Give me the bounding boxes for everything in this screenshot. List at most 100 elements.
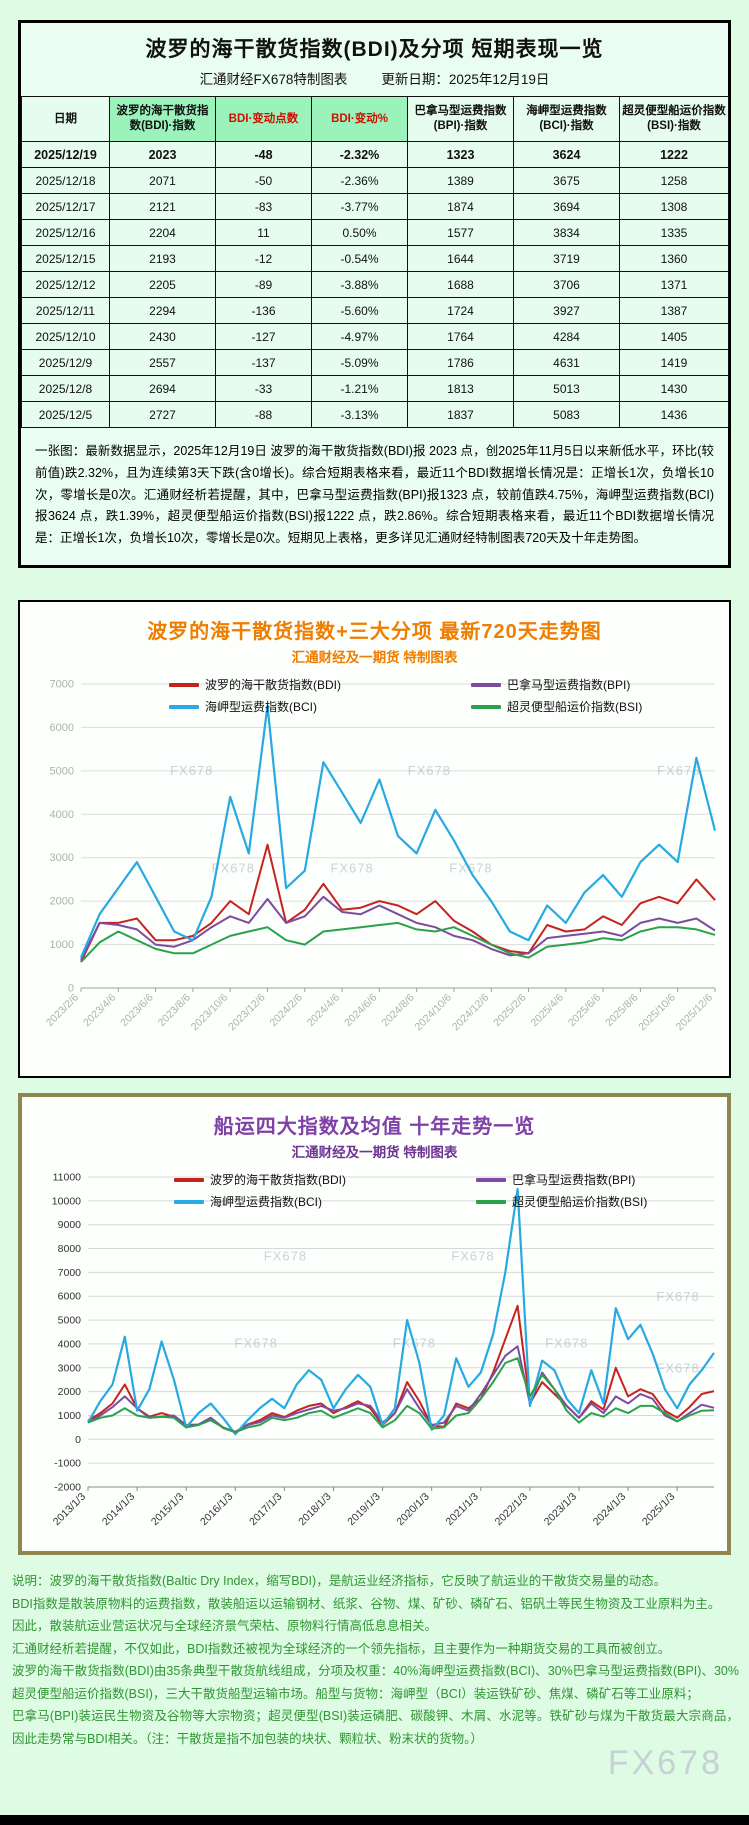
footer-line: 巴拿马(BPI)装运民生物资及谷物等大宗物资；超灵便型(BSI)装运磷肥、碳酸钾… <box>12 1709 739 1746</box>
x-axis-tick-label: 2024/12/6 <box>450 992 492 1034</box>
y-axis-tick-label: 1000 <box>58 1410 82 1422</box>
table-cell: 2071 <box>109 167 216 194</box>
table-cell: -5.60% <box>311 297 408 324</box>
table-cell: 1430 <box>619 375 729 402</box>
bdi-short-term-table: 日期 波罗的海干散货指数(BDI)·指数 BDI·变动点数 BDI·变动% 巴拿马型运费… <box>21 96 729 428</box>
fx678-watermark: FX678 <box>607 1744 723 1782</box>
table-cell: 2193 <box>109 245 216 272</box>
table-cell: 1371 <box>619 271 729 298</box>
table-cell: 3694 <box>513 193 620 220</box>
table-cell: -5.09% <box>311 349 408 376</box>
table-row: 2025/12/17 2121 -83 -3.77% 1874 3694 1308 <box>21 193 729 220</box>
series-line-bsi <box>80 921 716 963</box>
chart-watermark: FX678 <box>330 860 373 875</box>
x-axis-tick-label: 2025/6/6 <box>566 992 603 1029</box>
y-axis-tick-label: 8000 <box>58 1243 82 1255</box>
chart-10year-wrap: -2000 -1000 0 1000 2000 3000 4000 5000 6000 7000 8… <box>26 1165 723 1553</box>
table-cell: 0.50% <box>311 219 408 246</box>
table-cell: 1837 <box>407 401 514 428</box>
y-axis-tick-label: 4000 <box>58 1338 82 1350</box>
legend-line-swatch <box>169 682 199 687</box>
y-axis-tick-label: 2000 <box>58 1386 82 1398</box>
table-header-row: 日期 波罗的海干散货指数(BDI)·指数 BDI·变动点数 BDI·变动% 巴拿马型运费… <box>21 96 729 142</box>
legend-line-swatch <box>169 704 199 709</box>
table-cell: 2025/12/15 <box>21 245 110 272</box>
x-axis-tick-label: 2025/1/3 <box>640 1491 677 1528</box>
table-cell: 2025/12/8 <box>21 375 110 402</box>
chart-10year-title: 船运四大指数及均值 十年走势一览 <box>213 1116 536 1138</box>
chart-watermark: FX678 <box>170 763 213 778</box>
table-cell: 1786 <box>407 349 514 376</box>
table-row: 2025/12/15 2193 -12 -0.54% 1644 3719 1360 <box>21 245 729 272</box>
table-cell: -127 <box>215 323 312 350</box>
legend-item: 海岬型运费指数(BCI) <box>174 1193 466 1210</box>
chart-watermark: FX678 <box>657 763 700 778</box>
legend-label: 超灵便型船运价指数(BSI) <box>507 700 643 714</box>
table-cell: -48 <box>215 141 312 168</box>
column-header: 日期 <box>21 96 110 142</box>
column-header: 海岬型运费指数(BCI)·指数 <box>513 96 620 142</box>
table-cell: -12 <box>215 245 312 272</box>
column-header: 超灵便型船运价指数(BSI)·指数 <box>619 96 729 142</box>
table-cell: 3927 <box>513 297 620 324</box>
column-header: BDI·变动点数 <box>215 96 312 142</box>
y-axis-tick-label: 5000 <box>50 765 74 777</box>
table-cell: 1387 <box>619 297 729 324</box>
legend-item: 超灵便型船运价指数(BSI) <box>471 698 642 715</box>
table-cell: -1.21% <box>311 375 408 402</box>
table-cell: 3834 <box>513 219 620 246</box>
table-cell: -137 <box>215 349 312 376</box>
chart-720day-wrap: 0 1000 2000 3000 4000 5000 6000 7000 2023/2/6 202… <box>21 670 728 1066</box>
x-axis-tick-label: 2019/1/3 <box>345 1491 382 1528</box>
chart-720day-subtitle: 汇通财经及一期货 特制图表 <box>291 650 458 665</box>
legend-line-swatch <box>471 704 501 709</box>
table-row: 2025/12/5 2727 -88 -3.13% 1837 5083 1436 <box>21 401 729 428</box>
legend-item: 波罗的海干散货指数(BDI) <box>174 1171 466 1188</box>
legend-item: 波罗的海干散货指数(BDI) <box>169 676 461 693</box>
x-axis-tick-label: 2017/1/3 <box>247 1491 284 1528</box>
table-cell: 2121 <box>109 193 216 220</box>
table-cell: 2025/12/16 <box>21 219 110 246</box>
legend-line-swatch <box>476 1177 506 1182</box>
table-cell: 3719 <box>513 245 620 272</box>
x-axis-tick-label: 2023/12/6 <box>226 992 268 1034</box>
table-cell: -0.54% <box>311 245 408 272</box>
series-line-bsi <box>87 1357 715 1434</box>
chart-10year-section: 船运四大指数及均值 十年走势一览 汇通财经及一期货 特制图表 -2000 -100… <box>18 1093 731 1555</box>
y-axis-tick-label: 0 <box>75 1434 81 1446</box>
y-axis-tick-label: -2000 <box>54 1482 81 1494</box>
column-header: BDI·变动% <box>311 96 408 142</box>
x-axis-tick-label: 2025/10/6 <box>636 992 678 1034</box>
chart-watermark: FX678 <box>451 1249 494 1264</box>
table-cell: 1419 <box>619 349 729 376</box>
x-axis-tick-label: 2024/1/3 <box>591 1491 628 1528</box>
table-row: 2025/12/12 2205 -89 -3.88% 1688 3706 1371 <box>21 271 729 298</box>
table-cell: 4284 <box>513 323 620 350</box>
table-cell: 2025/12/12 <box>21 271 110 298</box>
table-cell: 1335 <box>619 219 729 246</box>
explanation-footer: 说明：波罗的海干散货指数(Baltic Dry Index，缩写BDI)，是航运… <box>12 1570 739 1750</box>
bdi-10year-line-chart: -2000 -1000 0 1000 2000 3000 4000 5000 6000 7000 8… <box>51 1172 715 1528</box>
chart-watermark: FX678 <box>545 1336 588 1351</box>
y-axis-tick-label: 6000 <box>58 1291 82 1303</box>
legend-label: 波罗的海干散货指数(BDI) <box>210 1173 346 1187</box>
y-axis-tick-label: 2000 <box>50 896 74 908</box>
y-axis-tick-label: 6000 <box>50 722 74 734</box>
update-date: 更新日期：2025年12月19日 <box>381 72 550 87</box>
table-cell: 2025/12/9 <box>21 349 110 376</box>
y-axis-tick-label: 0 <box>68 983 74 995</box>
table-cell: 2205 <box>109 271 216 298</box>
x-axis-tick-label: 2024/2/6 <box>267 992 304 1029</box>
table-cell: 1389 <box>407 167 514 194</box>
table-cell: 2025/12/5 <box>21 401 110 428</box>
table-cell: -83 <box>215 193 312 220</box>
table-cell: -33 <box>215 375 312 402</box>
y-axis-tick-label: 10000 <box>52 1195 81 1207</box>
brand-label: 汇通财经FX678特制图表 <box>199 72 348 87</box>
x-axis-tick-label: 2021/1/3 <box>444 1491 481 1528</box>
x-axis-tick-label: 2025/12/6 <box>674 992 716 1034</box>
table-cell: 1688 <box>407 271 514 298</box>
legend-item: 海岬型运费指数(BCI) <box>169 698 461 715</box>
table-cell: 1405 <box>619 323 729 350</box>
table-cell: -88 <box>215 401 312 428</box>
